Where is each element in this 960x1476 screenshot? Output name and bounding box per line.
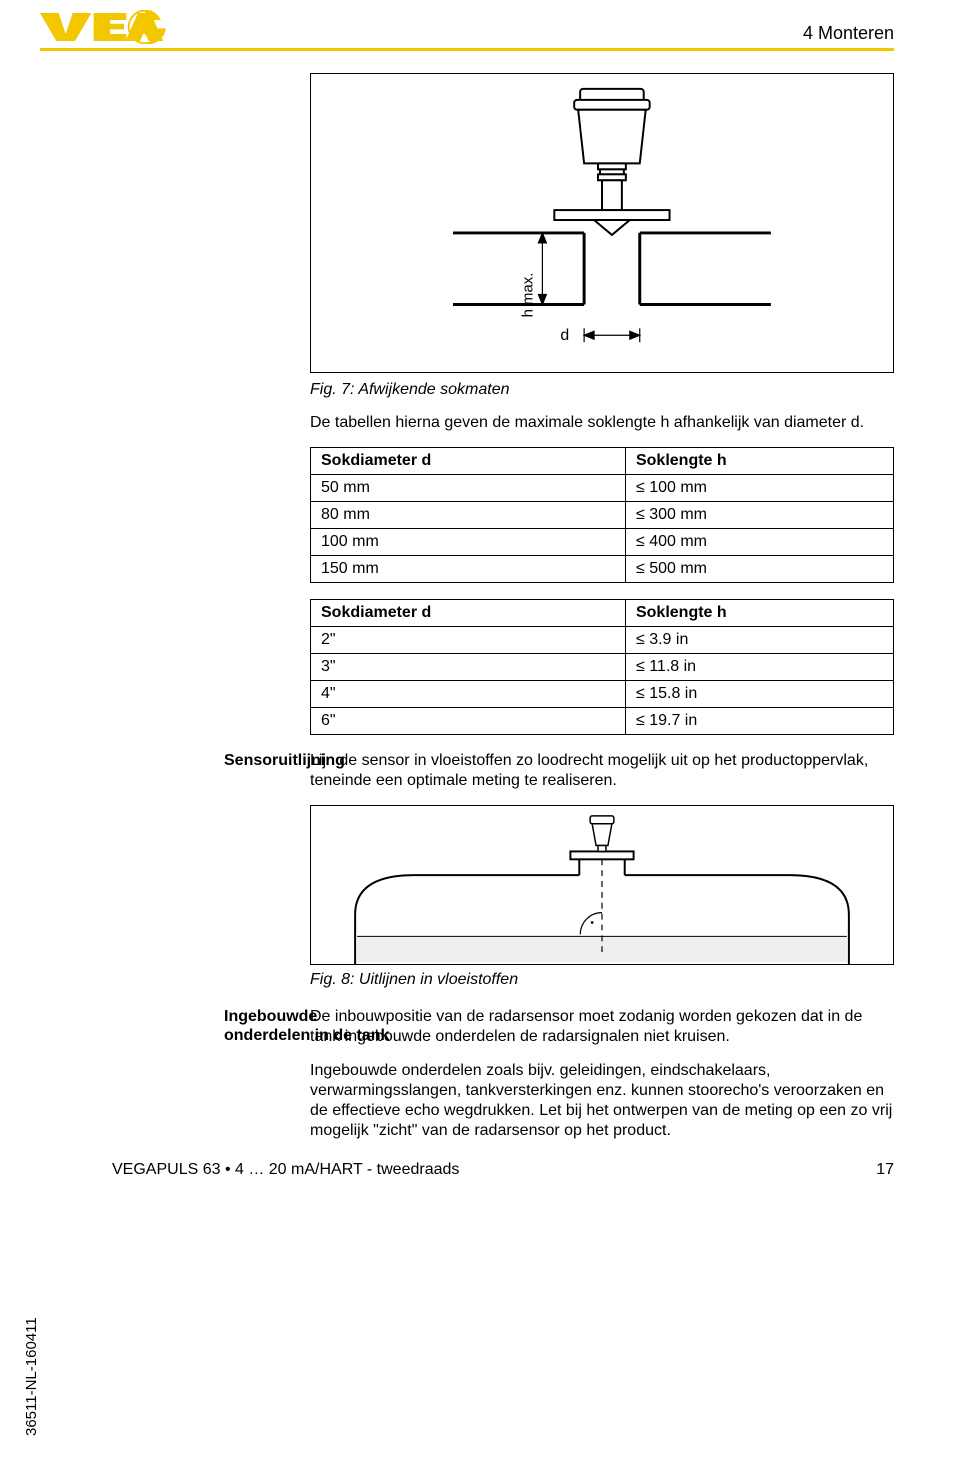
th-h-mm: Soklengte h xyxy=(625,448,893,475)
figure-8 xyxy=(310,805,894,965)
fig7-label-d: d xyxy=(560,327,569,344)
table-cell: ≤ 3.9 in xyxy=(625,627,893,654)
document-id: 36511-NL-160411 xyxy=(23,1317,40,1436)
figure-8-caption: Fig. 8: Uitlijnen in vloeistoffen xyxy=(310,971,894,989)
figure-7: h max. d xyxy=(310,73,894,373)
table-cell: 2" xyxy=(311,627,626,654)
header-rule xyxy=(40,48,894,51)
table-cell: 80 mm xyxy=(311,502,626,529)
table-cell: 3" xyxy=(311,654,626,681)
th-d-mm: Sokdiameter d xyxy=(311,448,626,475)
intro-paragraph: De tabellen hierna geven de maximale sok… xyxy=(310,413,894,433)
table-row: 2"≤ 3.9 in xyxy=(311,627,894,654)
table-sokdiameter-mm: Sokdiameter d Soklengte h 50 mm≤ 100 mm8… xyxy=(310,447,894,583)
tank-p2: Ingebouwde onderdelen zoals bijv. geleid… xyxy=(310,1061,894,1141)
table-cell: ≤ 400 mm xyxy=(625,529,893,556)
heading-ingebouwde-onderdelen: Ingebouwde onderdelen in de tank xyxy=(224,1007,404,1045)
table-row: 4"≤ 15.8 in xyxy=(311,681,894,708)
th-d-in: Sokdiameter d xyxy=(311,600,626,627)
table-cell: 150 mm xyxy=(311,556,626,583)
table-row: 6"≤ 19.7 in xyxy=(311,708,894,735)
table-cell: 100 mm xyxy=(311,529,626,556)
table-row: 50 mm≤ 100 mm xyxy=(311,475,894,502)
table-cell: 50 mm xyxy=(311,475,626,502)
brand-logo xyxy=(40,10,180,44)
table-cell: 6" xyxy=(311,708,626,735)
chapter-title: 4 Monteren xyxy=(803,23,894,44)
table-cell: ≤ 300 mm xyxy=(625,502,893,529)
table-row: 100 mm≤ 400 mm xyxy=(311,529,894,556)
table-cell: ≤ 19.7 in xyxy=(625,708,893,735)
table-sokdiameter-in: Sokdiameter d Soklengte h 2"≤ 3.9 in3"≤ … xyxy=(310,599,894,735)
fig7-label-h: h max. xyxy=(520,273,536,318)
table-cell: ≤ 100 mm xyxy=(625,475,893,502)
heading-sensoruitlijning: Sensoruitlijning xyxy=(224,751,404,770)
figure-7-caption: Fig. 7: Afwijkende sokmaten xyxy=(310,381,894,399)
table-cell: ≤ 11.8 in xyxy=(625,654,893,681)
table-row: 80 mm≤ 300 mm xyxy=(311,502,894,529)
table-cell: ≤ 500 mm xyxy=(625,556,893,583)
th-h-in: Soklengte h xyxy=(625,600,893,627)
footer-left: VEGAPULS 63 • 4 … 20 mA/HART - tweedraad… xyxy=(112,1161,459,1179)
table-row: 150 mm≤ 500 mm xyxy=(311,556,894,583)
page-number: 17 xyxy=(876,1161,894,1179)
table-cell: ≤ 15.8 in xyxy=(625,681,893,708)
table-row: 3"≤ 11.8 in xyxy=(311,654,894,681)
table-cell: 4" xyxy=(311,681,626,708)
